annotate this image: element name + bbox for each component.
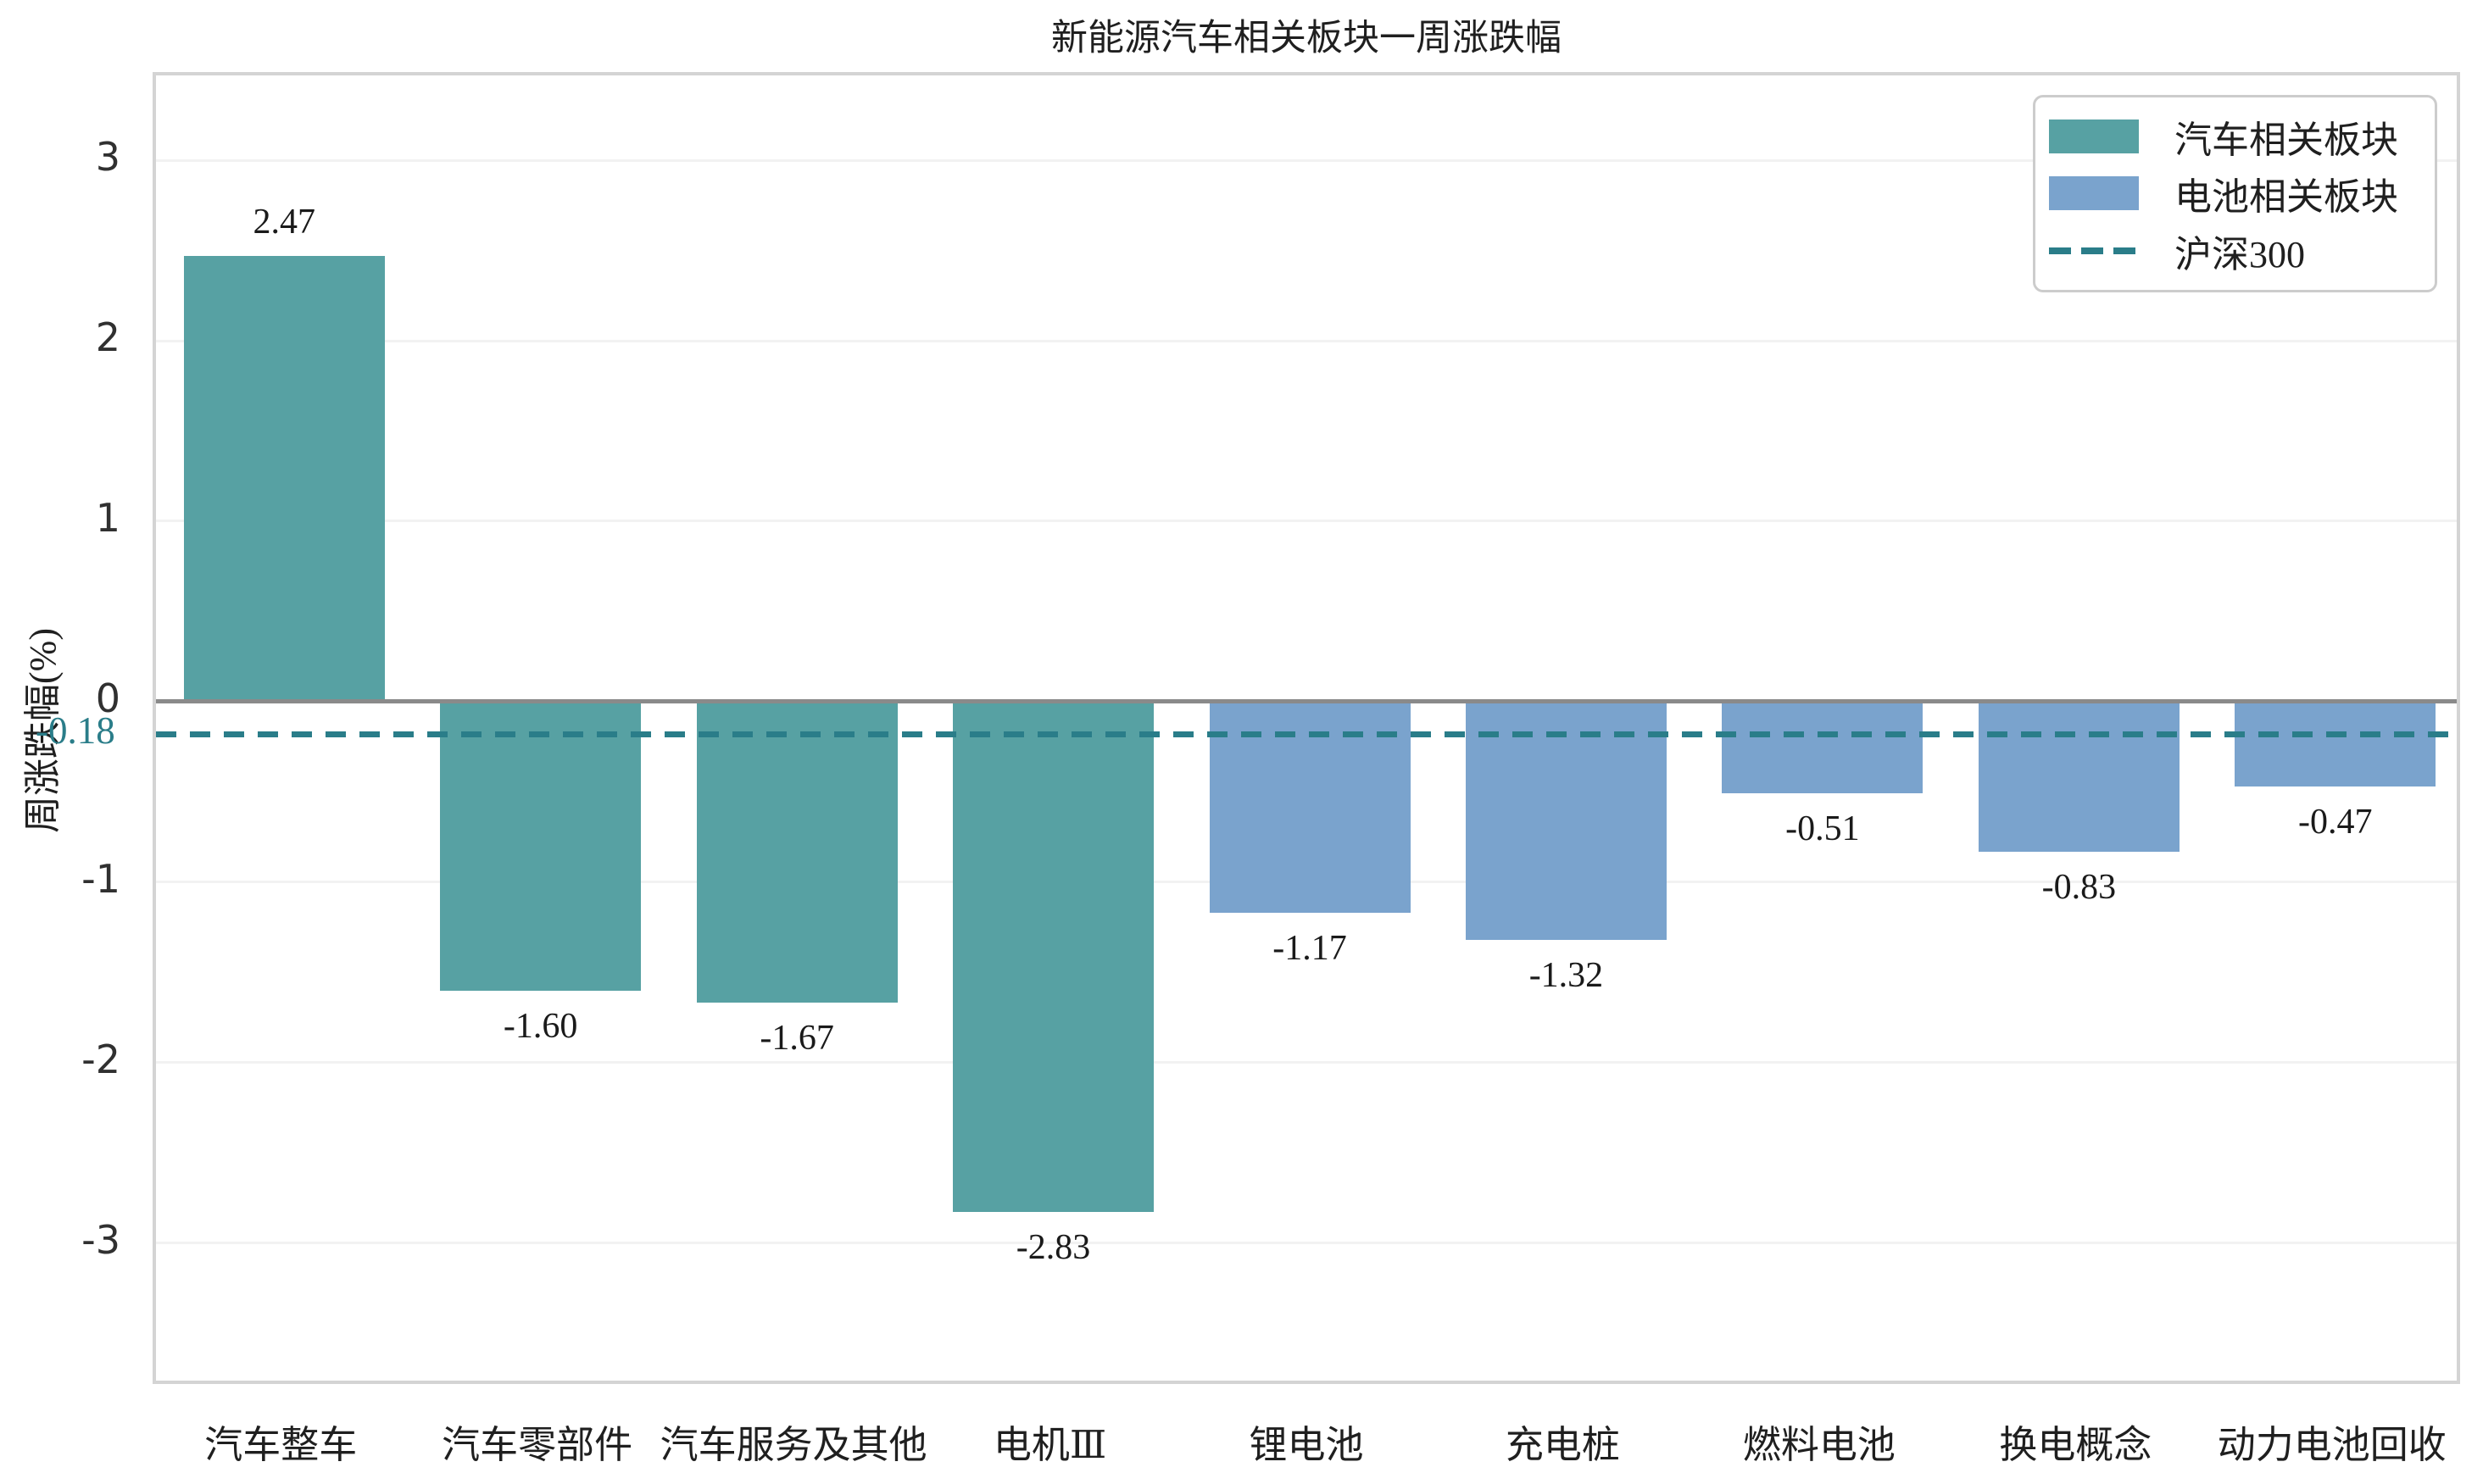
bar-value-label: -1.32 (1528, 955, 1604, 995)
gridline (156, 158, 2457, 162)
bar-value-label: -0.47 (2298, 802, 2373, 842)
bar (953, 701, 1155, 1213)
chart-title: 新能源汽车相关板块一周涨跌幅 (1051, 19, 1562, 58)
bar-value-label: -2.83 (1016, 1228, 1091, 1268)
reference-line-label: -0.18 (36, 709, 115, 753)
y-tick-label: -3 (81, 1216, 120, 1263)
zero-axis-line (156, 699, 2457, 704)
legend-item-label: 电池相关板块 (2174, 176, 2398, 219)
bar-value-label: -1.17 (1272, 928, 1347, 968)
bar-value-label: -1.60 (503, 1006, 578, 1046)
y-tick-label: 0 (95, 675, 120, 721)
legend-item-label: 汽车相关板块 (2174, 119, 2398, 161)
bar (183, 255, 385, 702)
y-tick-label: -1 (81, 855, 120, 902)
legend: 汽车相关板块 电池相关板块 沪深300 (2033, 95, 2437, 292)
x-tick-label: 换电概念 (1999, 1424, 2152, 1466)
y-tick-label: 2 (95, 314, 120, 360)
legend-item-csi300: 沪深300 (2049, 224, 2421, 278)
bar-value-label: 2.47 (253, 202, 315, 242)
y-tick-label: -2 (81, 1036, 120, 1082)
x-tick-label: 燃料电池 (1742, 1424, 1896, 1466)
x-tick-label: 电机Ⅲ (993, 1424, 1107, 1466)
x-tick-label: 充电桩 (1505, 1424, 1620, 1466)
legend-item-label: 沪深300 (2174, 234, 2305, 276)
legend-dashed-line-icon (2049, 247, 2139, 255)
legend-item-auto-sector: 汽车相关板块 (2049, 109, 2421, 164)
x-tick-label: 汽车整车 (204, 1424, 358, 1466)
bar-value-label: -0.51 (1785, 809, 1860, 849)
gridline (156, 339, 2457, 342)
gridline (156, 1061, 2457, 1064)
y-tick-label: 3 (95, 134, 120, 181)
legend-swatch-auto-sector (2049, 119, 2139, 153)
bar-value-label: -1.67 (760, 1019, 834, 1059)
bar (1465, 701, 1667, 940)
bar (696, 701, 898, 1003)
gridline (156, 520, 2457, 523)
bar (1978, 701, 2180, 852)
legend-item-battery-sector: 电池相关板块 (2049, 166, 2421, 220)
bar (440, 701, 642, 991)
legend-swatch-battery-sector (2049, 176, 2139, 211)
gridline (156, 1242, 2457, 1245)
y-tick-label: 1 (95, 494, 120, 541)
x-tick-label: 动力电池回收 (2217, 1424, 2447, 1466)
bar (2235, 701, 2436, 786)
bar (1722, 701, 1923, 794)
x-tick-label: 汽车零部件 (442, 1424, 633, 1466)
x-tick-label: 锂电池 (1249, 1424, 1364, 1466)
bar-value-label: -0.83 (2041, 867, 2117, 907)
x-tick-label: 汽车服务及其他 (660, 1424, 927, 1466)
reference-line (156, 731, 2457, 737)
